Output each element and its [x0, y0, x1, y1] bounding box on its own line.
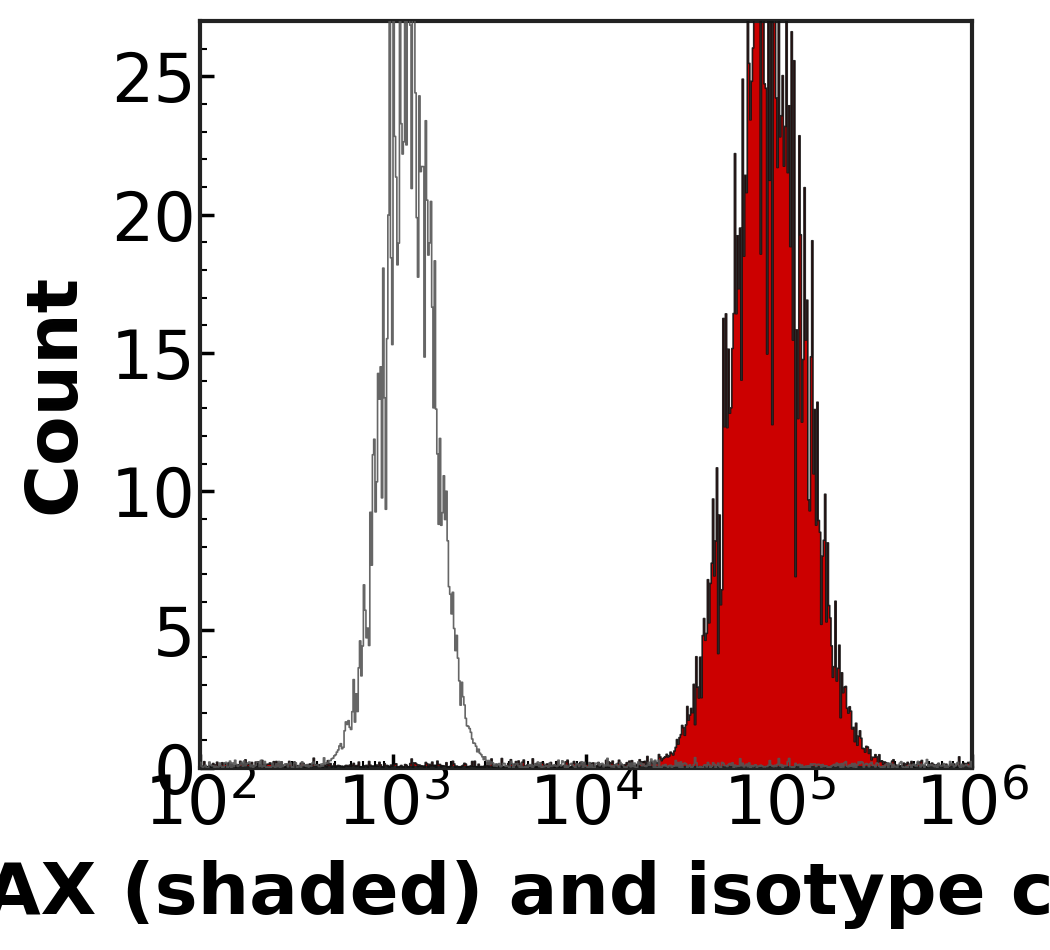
Y-axis label: Count: Count — [21, 275, 90, 514]
X-axis label: H2AX (shaded) and isotype control: H2AX (shaded) and isotype control — [0, 860, 1050, 929]
